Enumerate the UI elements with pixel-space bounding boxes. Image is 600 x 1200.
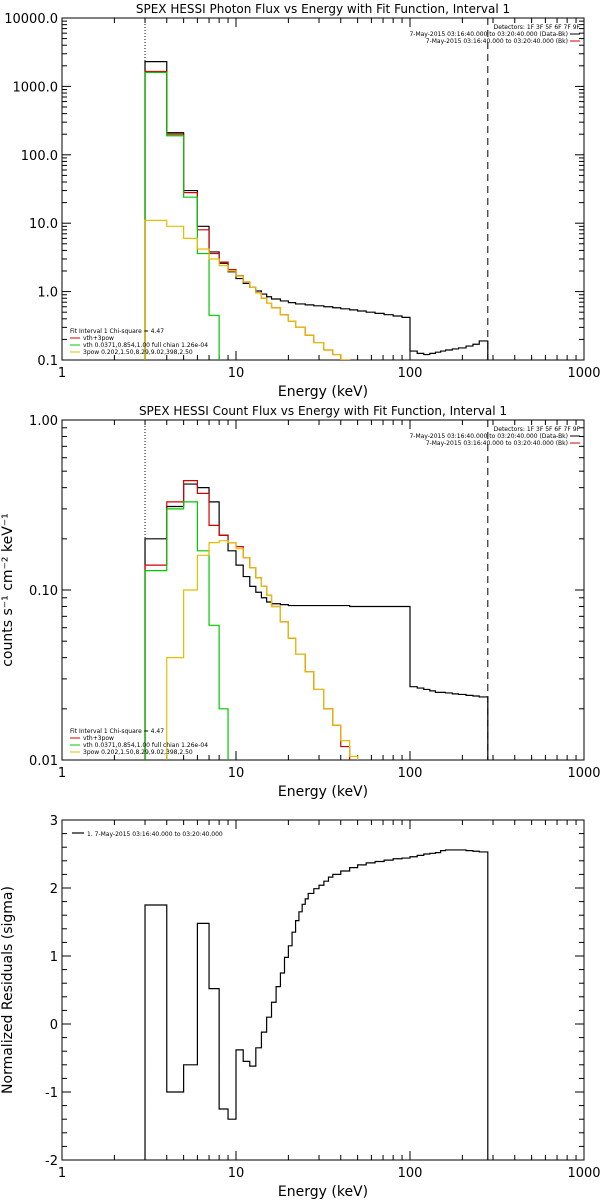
legend-entry: Fit Interval 1 Chi-square = 4.47	[70, 728, 164, 735]
plot-frame	[61, 419, 585, 761]
legend-top-right: Detectors: 1F 3F 5F 6F 7F 9F7-May-2015 0…	[409, 24, 580, 45]
series-layer	[144, 480, 489, 760]
x-axis: 1 10 100 1000	[58, 18, 600, 381]
x-tick-label: 10	[228, 1166, 245, 1181]
x-tick-label: 1000	[567, 366, 600, 381]
x-tick-label: 1000	[567, 1166, 600, 1181]
y-tick-label: 0.1	[37, 354, 58, 369]
x-axis: 1 10 100 1000	[58, 420, 600, 781]
plot-frame	[61, 819, 585, 1161]
x-axis: 1 10 100 1000	[58, 820, 600, 1181]
y-tick-label: 1000.0	[13, 80, 59, 95]
legend-entry: 7-May-2015 03:16:40.000 to 03:20:40.000 …	[426, 440, 568, 447]
y-tick-label: -2	[45, 1154, 58, 1169]
legend-entry: vth 0.0371,0.854,1.00 full chian 1.26e-0…	[83, 742, 208, 749]
series-vth-3pow-line	[144, 480, 351, 760]
series-layer	[144, 61, 489, 360]
legend-entry: 7-May-2015 03:16:40.000 to 03:20:40.000 …	[426, 38, 568, 45]
y-axis-label: counts s⁻¹ cm⁻² keV⁻¹	[0, 513, 16, 667]
series-data-bk-line	[144, 483, 489, 760]
series-data-bk-line	[144, 61, 489, 360]
legend-entry: 7-May-2015 03:16:40.000 to 03:20:40.000 …	[409, 31, 568, 38]
legend-entry: vth 0.0371,0.854,1.00 full chian 1.26e-0…	[83, 342, 208, 349]
series-vth-line	[144, 501, 229, 760]
y-axis: 0.1 1.0 10.0 100.0 1000.0 10000.0	[4, 12, 584, 369]
y-tick-label: 3	[50, 814, 58, 829]
series-1-7-may-2015-03-16-40-000-to-03-20-40-000-line	[144, 849, 489, 1160]
x-tick-label: 100	[398, 766, 423, 781]
chart-panel-1: 1 10 100 1000 0.1 1.0 10.0 100.0 1000.0 10000.0 SP…	[4, 2, 600, 400]
y-tick-label: 1	[50, 950, 58, 965]
legend-entry: vth+3pow	[83, 335, 114, 342]
x-tick-label: 10	[228, 766, 245, 781]
x-tick-label: 1	[58, 766, 66, 781]
legend-entry: 1. 7-May-2015 03:16:40.000 to 03:20:40.0…	[87, 831, 223, 838]
y-tick-label: 2	[50, 882, 58, 897]
y-tick-label: 10000.0	[4, 12, 58, 27]
plot-frame	[61, 17, 585, 361]
chart-title: SPEX HESSI Count Flux vs Energy with Fit…	[139, 404, 507, 418]
chart-panel-3: 1 10 100 1000 -2 -1 0 1 2 3 Energy (keV) Normalized…	[0, 814, 600, 1200]
x-tick-label: 10	[228, 366, 245, 381]
y-tick-label: 0	[50, 1018, 58, 1033]
x-axis-label: Energy (keV)	[278, 384, 368, 400]
x-axis-label: Energy (keV)	[278, 1184, 368, 1200]
y-tick-label: 10.0	[29, 217, 58, 232]
series-vth-line	[144, 71, 220, 360]
y-tick-label: 0.10	[29, 584, 58, 599]
legend-entry: 7-May-2015 03:16:40.000 to 03:20:40.000 …	[409, 433, 568, 440]
series-3pow-line	[166, 540, 359, 760]
legend-entry: Detectors: 1F 3F 5F 6F 7F 9F	[494, 426, 581, 433]
y-axis: 0.01 0.10 1.00	[29, 414, 584, 769]
x-tick-label: 1000	[567, 766, 600, 781]
series-vth-3pow-line	[144, 70, 351, 360]
series-3pow-line	[144, 219, 351, 360]
y-tick-label: 0.01	[29, 754, 58, 769]
legend-entry: 3pow 0.202,1.50,8.29,9.02,398,2.50	[83, 349, 193, 356]
x-tick-label: 100	[398, 1166, 423, 1181]
chart-panel-2: 1 10 100 1000 0.01 0.10 1.00 SPEX HESSI Count F…	[0, 404, 600, 800]
legend-entry: Detectors: 1F 3F 5F 6F 7F 9F	[494, 24, 581, 31]
x-tick-label: 100	[398, 366, 423, 381]
y-axis: -2 -1 0 1 2 3	[45, 814, 584, 1169]
legend-top-left: 1. 7-May-2015 03:16:40.000 to 03:20:40.0…	[72, 831, 223, 838]
legend-entry: Fit Interval 1 Chi-square = 4.47	[70, 328, 164, 335]
x-tick-label: 1	[58, 1166, 66, 1181]
legend-bottom-left: Fit Interval 1 Chi-square = 4.47vth+3pow…	[70, 728, 208, 756]
legend-entry: 3pow 0.202,1.50,8.29,9.02,398,2.50	[83, 749, 193, 756]
y-axis-label: Normalized Residuals (sigma)	[0, 886, 16, 1094]
y-tick-label: 1.00	[29, 414, 58, 429]
x-axis-label: Energy (keV)	[278, 784, 368, 800]
y-tick-label: 100.0	[21, 149, 58, 164]
y-tick-label: 1.0	[37, 286, 58, 301]
legend-top-right: Detectors: 1F 3F 5F 6F 7F 9F7-May-2015 0…	[409, 426, 580, 447]
x-tick-label: 1	[58, 366, 66, 381]
legend-bottom-left: Fit Interval 1 Chi-square = 4.47vth+3pow…	[70, 328, 208, 356]
legend-entry: vth+3pow	[83, 735, 114, 742]
chart-title: SPEX HESSI Photon Flux vs Energy with Fi…	[136, 2, 510, 16]
y-tick-label: -1	[45, 1086, 58, 1101]
series-layer	[144, 849, 489, 1160]
